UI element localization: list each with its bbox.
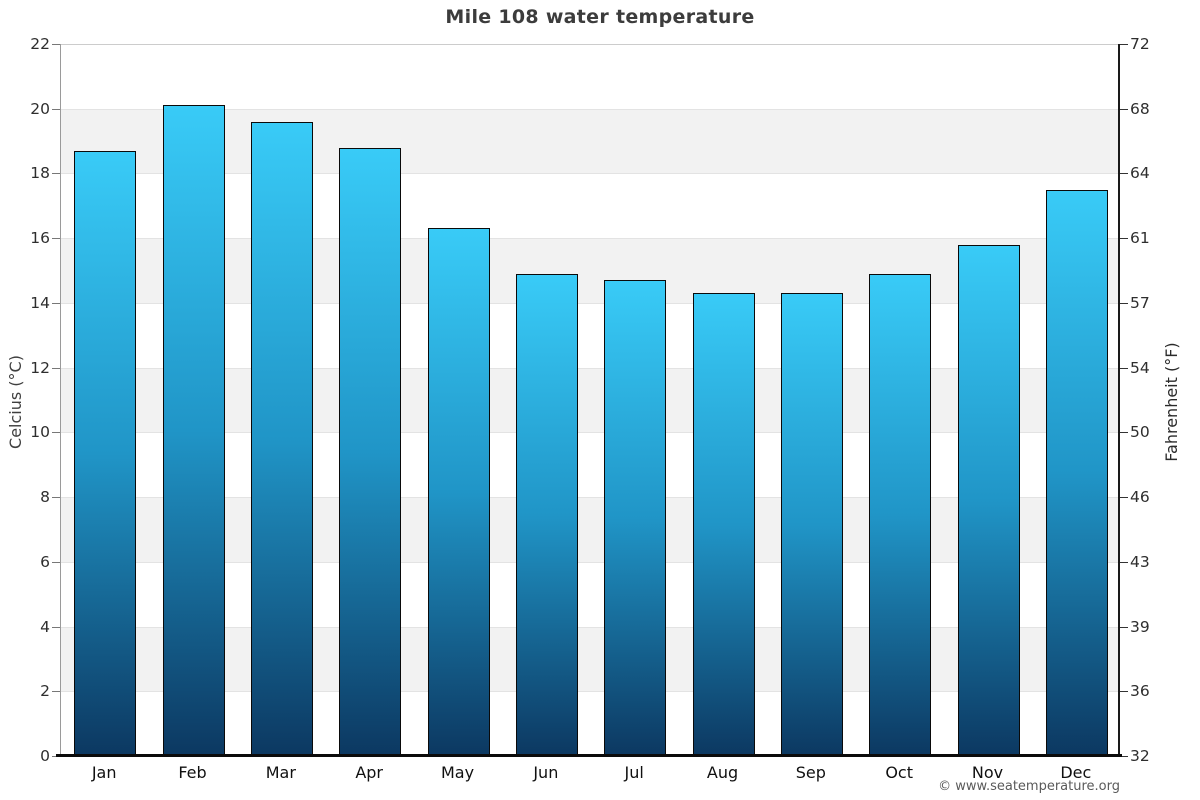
x-label-mar: Mar: [265, 763, 296, 782]
celsius-axis-title: Celcius (°C): [6, 355, 25, 449]
celsius-tickmark: [52, 561, 60, 563]
celsius-tick-0: 0: [40, 747, 50, 765]
fahrenheit-tickmark: [1120, 626, 1128, 628]
bar-feb: [162, 105, 225, 756]
celsius-tick-12: 12: [30, 358, 50, 377]
fahrenheit-axis-title: Fahrenheit (°F): [1162, 342, 1181, 462]
fahrenheit-tickmark: [1120, 238, 1128, 240]
x-label-apr: Apr: [355, 763, 383, 782]
x-label-jun: Jun: [533, 763, 559, 782]
x-label-dec: Dec: [1060, 763, 1092, 782]
grid-band: [61, 691, 1118, 756]
x-label-sep: Sep: [795, 763, 826, 782]
x-label-jan: Jan: [91, 763, 117, 782]
bar-dec: [1045, 189, 1108, 756]
celsius-tickmark: [52, 108, 60, 110]
grid-band: [61, 108, 1118, 174]
bar-mar: [250, 121, 313, 756]
fahrenheit-tickmark: [1120, 691, 1128, 693]
fahrenheit-tick-36: 36: [1130, 682, 1150, 701]
grid-band: [61, 432, 1118, 498]
x-label-oct: Oct: [885, 763, 913, 782]
celsius-tick-14: 14: [30, 293, 50, 312]
fahrenheit-tickmark: [1120, 367, 1128, 369]
fahrenheit-tick-57: 57: [1130, 293, 1150, 312]
x-label-jul: Jul: [624, 763, 644, 782]
celsius-tick-16: 16: [30, 229, 50, 248]
bar-nov: [957, 244, 1020, 756]
grid-band: [61, 367, 1118, 433]
celsius-tick-4: 4: [40, 617, 50, 636]
fahrenheit-tickmark: [1120, 432, 1128, 434]
celsius-tickmark: [52, 367, 60, 369]
celsius-tickmark: [52, 626, 60, 628]
celsius-tickmark: [52, 497, 60, 499]
fahrenheit-tick-32: 32: [1130, 747, 1150, 765]
grid-band: [61, 626, 1118, 692]
celsius-tick-20: 20: [30, 99, 50, 118]
fahrenheit-tick-54: 54: [1130, 358, 1150, 377]
grid-band: [61, 44, 1118, 109]
celsius-tick-22: 22: [30, 35, 50, 53]
grid-band: [61, 173, 1118, 239]
fahrenheit-tick-61: 61: [1130, 229, 1150, 248]
fahrenheit-tickmark: [1120, 302, 1128, 304]
fahrenheit-tick-39: 39: [1130, 617, 1150, 636]
fahrenheit-tickmark: [1120, 497, 1128, 499]
fahrenheit-tickmark: [1120, 561, 1128, 563]
celsius-tickmark: [52, 238, 60, 240]
bar-apr: [339, 147, 402, 756]
bar-jun: [515, 273, 578, 756]
celsius-tickmark: [52, 432, 60, 434]
fahrenheit-tick-68: 68: [1130, 99, 1150, 118]
fahrenheit-tickmark: [1120, 756, 1128, 757]
celsius-tickmark: [52, 302, 60, 304]
grid-band: [61, 561, 1118, 627]
fahrenheit-tick-46: 46: [1130, 488, 1150, 507]
fahrenheit-tick-72: 72: [1130, 35, 1150, 53]
bar-sep: [780, 293, 843, 756]
x-label-may: May: [440, 763, 475, 782]
celsius-tick-10: 10: [30, 423, 50, 442]
bar-aug: [692, 293, 755, 756]
bar-may: [427, 228, 490, 756]
plot-area: [60, 44, 1120, 756]
fahrenheit-tick-64: 64: [1130, 164, 1150, 183]
grid-band: [61, 497, 1118, 562]
fahrenheit-tickmark: [1120, 108, 1128, 110]
fahrenheit-tickmark: [1120, 44, 1128, 45]
celsius-tickmark: [52, 173, 60, 175]
celsius-tickmark: [52, 44, 60, 45]
fahrenheit-tick-50: 50: [1130, 423, 1150, 442]
grid-band: [61, 302, 1118, 368]
fahrenheit-tick-43: 43: [1130, 552, 1150, 571]
copyright-text: © www.seatemperature.org: [938, 779, 1120, 794]
bar-oct: [869, 273, 932, 756]
x-label-feb: Feb: [178, 763, 207, 782]
bar-jul: [604, 280, 667, 756]
chart-title: Mile 108 water temperature: [445, 6, 755, 28]
bar-jan: [74, 150, 137, 756]
x-label-nov: Nov: [971, 763, 1004, 782]
celsius-tick-18: 18: [30, 164, 50, 183]
x-axis-line: [56, 754, 1122, 757]
celsius-tickmark: [52, 691, 60, 693]
x-label-aug: Aug: [706, 763, 739, 782]
grid-band: [61, 238, 1118, 303]
celsius-tick-8: 8: [40, 488, 50, 507]
celsius-tick-2: 2: [40, 682, 50, 701]
celsius-tick-6: 6: [40, 552, 50, 571]
fahrenheit-tickmark: [1120, 173, 1128, 175]
